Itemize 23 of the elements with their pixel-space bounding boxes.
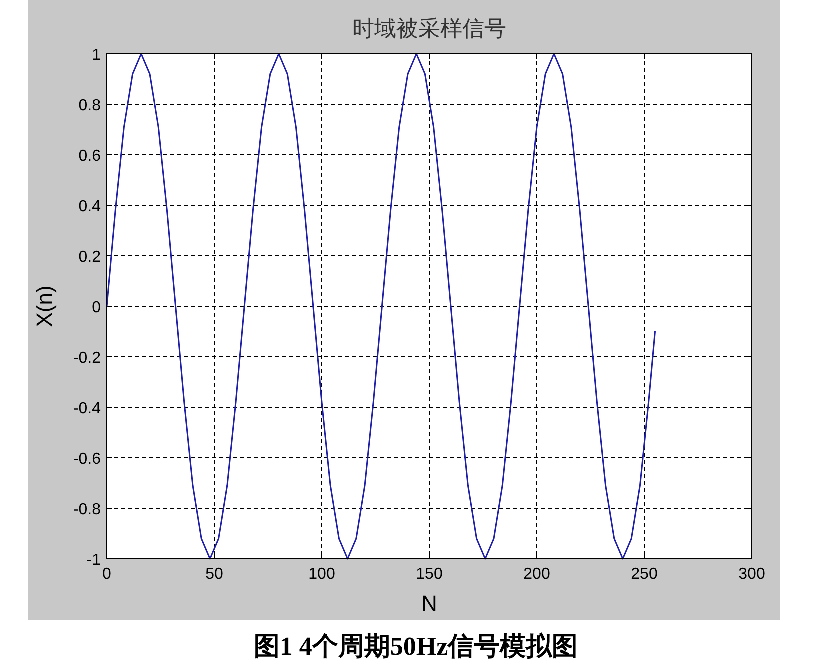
x-tick-label: 100 (308, 566, 336, 583)
y-tick-label: -1 (86, 552, 102, 569)
x-axis-title: N (422, 591, 438, 616)
y-axis-title: X(n) (32, 286, 57, 328)
y-tick-label: -0.4 (73, 400, 102, 418)
y-tick-label: 1 (92, 47, 102, 64)
caption: 图1 4个周期50Hz信号模拟图 (254, 632, 578, 661)
x-tick-label: 300 (738, 566, 766, 583)
y-tick-label: -0.6 (73, 451, 102, 468)
y-tick-label: 0.6 (78, 148, 102, 165)
x-tick-label: 150 (416, 566, 443, 583)
y-tick-label: 0 (92, 300, 102, 316)
line-series (106, 53, 656, 560)
x-tick-label: 200 (524, 566, 550, 583)
chart-title: 时域被采样信号 (352, 17, 506, 42)
y-tick-label: 0.4 (78, 198, 102, 216)
y-tick-label: 0.8 (78, 98, 102, 114)
y-tick-label: 0.2 (78, 249, 102, 266)
x-tick-label: 50 (206, 566, 224, 583)
y-tick-label: -0.2 (73, 350, 102, 367)
x-tick-label: 0 (102, 566, 112, 583)
x-tick-label: 250 (631, 566, 658, 583)
y-tick-label: -0.8 (73, 502, 102, 518)
